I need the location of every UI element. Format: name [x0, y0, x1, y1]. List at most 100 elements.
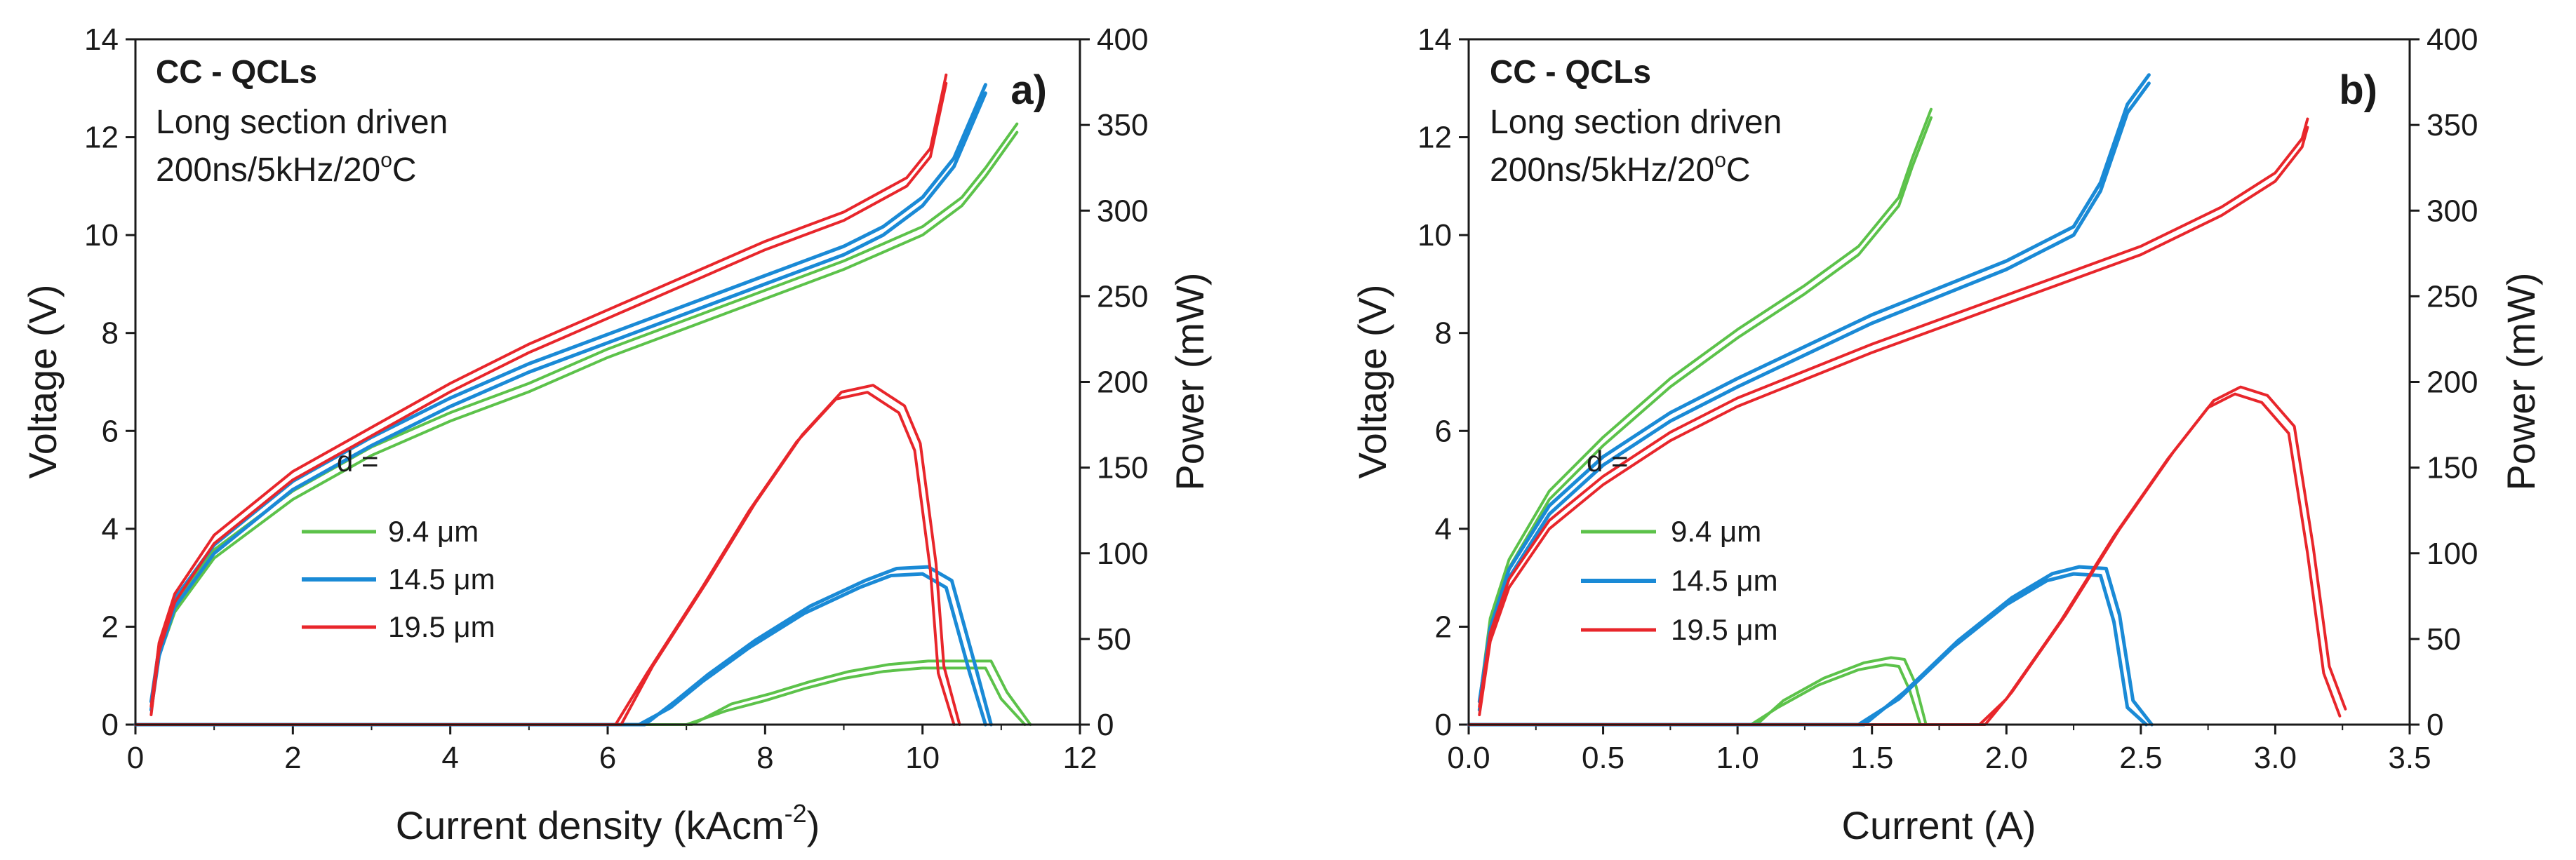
panel-a-annotation-conditions-main: 200ns/5kHz/20: [156, 152, 380, 189]
panel-a-x-tick-label: 8: [756, 741, 773, 775]
panel-a-y-right-tick-label: 200: [1097, 365, 1148, 400]
panel-a-voltage-line-9-4-sweep-2: [149, 122, 1019, 704]
panel-a-y-left-tick-label: 12: [84, 121, 119, 155]
panel-b-annotation-drive: Long section driven: [1490, 104, 1782, 141]
panel-b-voltage-line-14-5-sweep-2: [1477, 73, 2151, 704]
panel-a-y-left-tick-label: 4: [102, 512, 119, 546]
panel-b-voltage-line-19-5-sweep-1: [1478, 126, 2309, 716]
panel-a-y-right-tick-label: 250: [1097, 279, 1148, 314]
panel-b-y-right-axis-title: Power (mW): [2499, 272, 2543, 490]
panel-b-y-left-axis-title: Voltage (V): [1350, 284, 1394, 478]
panel-b-y-left-tick-label: 14: [1417, 22, 1452, 57]
panel-b-legend-label-14-5: 14.5 μm: [1671, 564, 1778, 597]
panel-a-y-left-tick-label: 2: [102, 610, 119, 644]
panel-b-legend-label-19-5: 19.5 μm: [1671, 613, 1778, 646]
panel-b-y-left-tick-label: 0: [1435, 708, 1452, 742]
panel-a-legend-label-19-5: 19.5 μm: [388, 610, 495, 643]
panel-a-y-right-axis-title: Power (mW): [1168, 272, 1212, 490]
panel-a-voltage-line-9-4-sweep-1: [149, 130, 1019, 712]
panel-a-label: a): [1010, 67, 1047, 113]
panel-a-y-right-tick-label: 0: [1097, 708, 1114, 742]
panel-a-power-line-19-5-sweep-2: [140, 384, 961, 726]
panel-a-y-left-tick-label: 8: [102, 316, 119, 351]
panel-b-y-left-tick-label: 2: [1435, 610, 1452, 644]
panel-a-y-left-tick-label: 0: [102, 708, 119, 742]
panel-a-y-right-tick-label: 400: [1097, 22, 1148, 57]
panel-b-x-tick-label: 0.5: [1582, 741, 1624, 775]
panel-a-y-right-tick-label: 350: [1097, 108, 1148, 142]
panel-b-y-left-tick-label: 12: [1417, 121, 1452, 155]
panel-a-legend-title: d =: [337, 445, 379, 478]
panel-a-series: [133, 73, 1032, 727]
panel-a-x-axis-title: Current density (kAcm-2): [396, 799, 820, 847]
panel-b-annotation-degree: o: [1714, 149, 1726, 172]
panel-b-annotation-device: CC - QCLs: [1490, 53, 1651, 90]
panel-b-series: [1467, 73, 2347, 727]
panel-a-y-right-tick-label: 50: [1097, 622, 1131, 657]
panel-b-y-right-tick-label: 100: [2427, 537, 2478, 571]
panel-a-voltage-line-19-5-sweep-2: [149, 73, 948, 708]
panel-a-legend-label-9-4: 9.4 μm: [388, 515, 479, 548]
panel-a-x-tick-label: 12: [1063, 741, 1097, 775]
panel-b-y-right-tick-label: 50: [2427, 622, 2461, 657]
panel-b-voltage-line-19-5-sweep-2: [1478, 117, 2309, 708]
panel-b-x-tick-label: 1.5: [1850, 741, 1893, 775]
panel-a-x-tick-label: 0: [127, 741, 144, 775]
panel-b-x-tick-label: 2.5: [2119, 741, 2162, 775]
panel-b-y-right-tick-label: 250: [2427, 279, 2478, 314]
panel-b-y-right-tick-label: 400: [2427, 22, 2478, 57]
panel-b-power-line-19-5-sweep-2: [1473, 385, 2347, 726]
panel-a-legend-label-14-5: 14.5 μm: [388, 563, 495, 596]
panel-a-x-tick-label: 6: [599, 741, 616, 775]
panel-b-y-right-tick-label: 200: [2427, 365, 2478, 400]
panel-b-x-tick-label: 2.0: [1985, 741, 2028, 775]
panel-b-legend-title: d =: [1587, 445, 1629, 478]
panel-b-x-tick-label: 3.5: [2388, 741, 2431, 775]
panel-b-y-right-tick-label: 300: [2427, 194, 2478, 228]
panel-a-power-line-14-5-sweep-1: [133, 572, 987, 727]
panel-b-power-line-14-5-sweep-1: [1467, 572, 2148, 727]
panel-b-x-axis-title: Current (A): [1842, 803, 2036, 847]
panel-b-annotation-unit: C: [1726, 152, 1751, 189]
panel-a-annotation-unit: C: [392, 152, 417, 189]
panel-a-x-axis-title-sup: -2: [785, 799, 807, 828]
panel-a-plot-frame: [134, 38, 1081, 726]
panel-b-voltage-line-9-4-sweep-2: [1478, 107, 1933, 704]
panel-b-plot-frame: [1467, 38, 2411, 726]
panel-a-x-axis-title-main: Current density (kAcm: [396, 803, 785, 847]
panel-b-chart: 0.0 0.5 1.0 1.5 2.0 2.5 3.0 3.50246810121405010…: [1350, 22, 2543, 847]
panel-b-legend-label-9-4: 9.4 μm: [1671, 515, 1761, 548]
panel-a-x-tick-label: 4: [441, 741, 458, 775]
panel-b-x-tick-label: 0.0: [1447, 741, 1490, 775]
panel-b-y-left-tick-label: 10: [1417, 218, 1452, 253]
panel-a-power-line-14-5-sweep-2: [139, 565, 993, 727]
panel-b-x-tick-label: 1.0: [1716, 741, 1759, 775]
panel-a-annotation-degree: o: [380, 149, 392, 172]
panel-a-annotation-drive: Long section driven: [156, 104, 448, 141]
panel-b-y-left-tick-label: 8: [1435, 316, 1452, 351]
panel-a-voltage-line-19-5-sweep-1: [149, 81, 948, 716]
panel-b-y-right-tick-label: 350: [2427, 108, 2478, 142]
panel-a-y-left-axis-title: Voltage (V): [20, 284, 65, 478]
panel-b-power-line-9-4-sweep-1: [1467, 663, 1922, 726]
panel-a-y-left-tick-label: 6: [102, 414, 119, 448]
panel-b-power-line-9-4-sweep-2: [1473, 656, 1928, 726]
panel-b-x-tick-label: 3.0: [2254, 741, 2297, 775]
panel-b-power-line-14-5-sweep-2: [1472, 565, 2154, 727]
panel-a-annotation-device: CC - QCLs: [156, 53, 317, 90]
panel-b-y-right-tick-label: 150: [2427, 451, 2478, 485]
panel-b-y-left-tick-label: 4: [1435, 512, 1452, 546]
panel-a-y-left-tick-label: 14: [84, 22, 119, 57]
panel-b-y-right-tick-label: 0: [2427, 708, 2443, 742]
panel-a-voltage-line-14-5-sweep-1: [149, 91, 987, 712]
panel-a-y-left-tick-label: 10: [84, 218, 119, 253]
panel-a-x-tick-label: 2: [284, 741, 301, 775]
panel-a-chart: 0 2 4 6 8 10 120246810121405010015020025030035…: [20, 22, 1212, 847]
panel-b-annotation-conditions: 200ns/5kHz/20oC: [1490, 149, 1751, 189]
panel-b-annotation-conditions-main: 200ns/5kHz/20: [1490, 152, 1714, 189]
panel-b-ticks: 0.0 0.5 1.0 1.5 2.0 2.5 3.0 3.50246810121405010…: [1417, 22, 2478, 775]
panel-a-x-tick-label: 10: [905, 741, 940, 775]
panel-b-label: b): [2339, 67, 2377, 113]
panel-a-y-right-tick-label: 300: [1097, 194, 1148, 228]
